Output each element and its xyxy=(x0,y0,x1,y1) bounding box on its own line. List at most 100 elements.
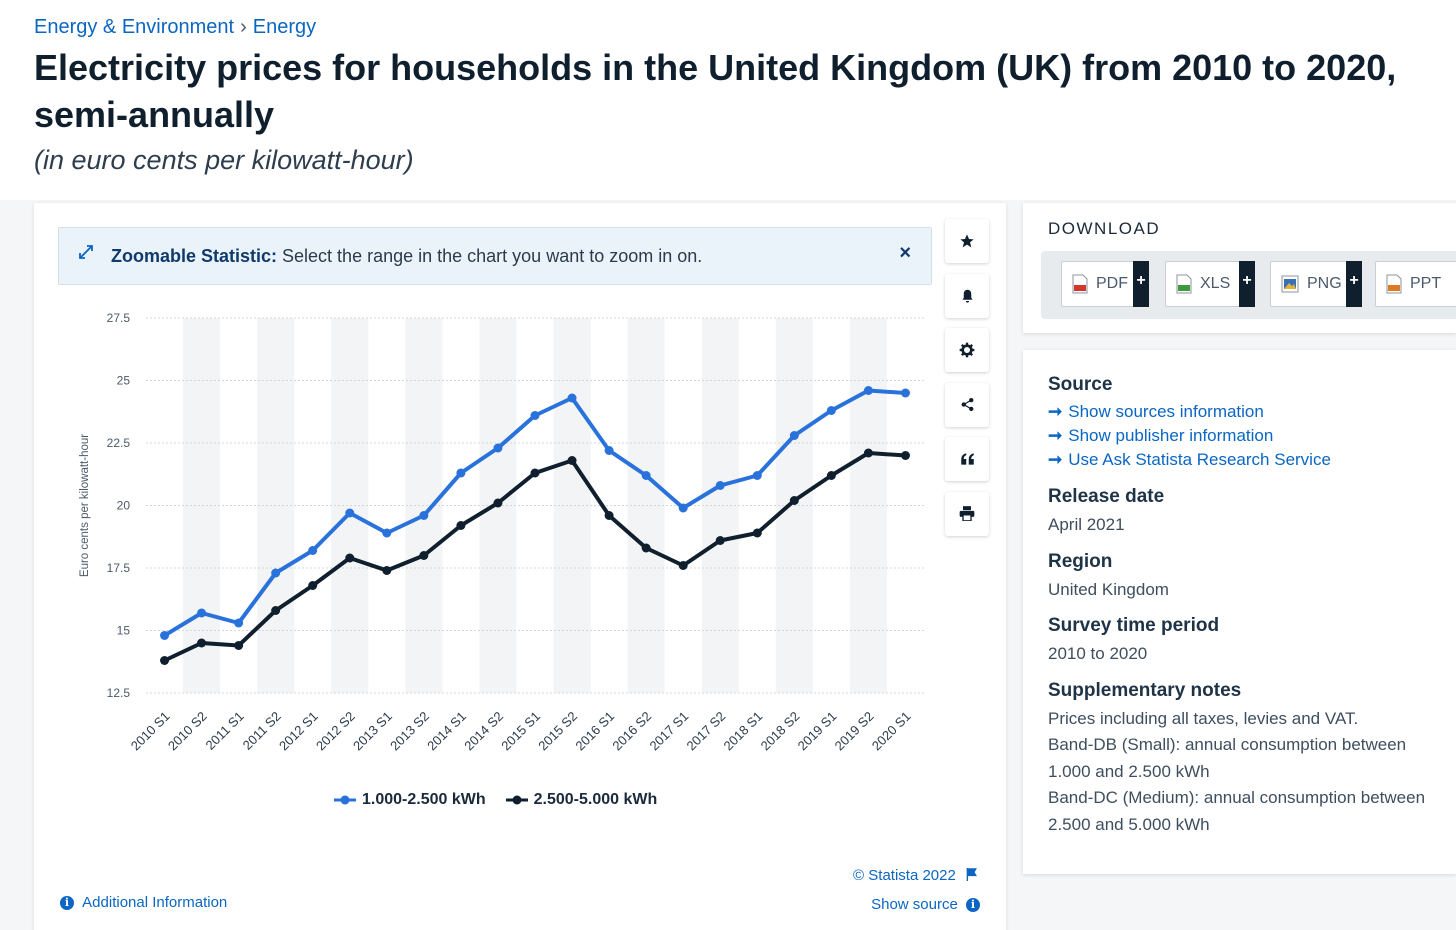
show-publisher-link[interactable]: ➞ Show publisher information xyxy=(1048,426,1448,446)
favorite-button[interactable] xyxy=(945,219,989,263)
data-point-series-1[interactable] xyxy=(567,393,577,403)
data-point-series-1[interactable] xyxy=(826,406,836,415)
flag-icon xyxy=(966,868,977,881)
data-point-series-1[interactable] xyxy=(197,608,207,618)
data-point-series-2[interactable] xyxy=(826,471,836,480)
share-button[interactable] xyxy=(945,382,989,427)
ask-statista-label: Use Ask Statista Research Service xyxy=(1068,450,1331,469)
x-tick-label: 2010 S2 xyxy=(165,709,210,754)
x-tick-label: 2011 S2 xyxy=(240,709,284,753)
show-sources-link[interactable]: ➞ Show sources information xyxy=(1048,402,1448,422)
data-point-series-1[interactable] xyxy=(308,546,318,555)
download-png-button[interactable]: PNG + xyxy=(1270,261,1362,307)
data-point-series-2[interactable] xyxy=(715,536,725,545)
data-point-series-1[interactable] xyxy=(160,631,170,640)
data-point-series-2[interactable] xyxy=(160,656,170,665)
download-tray: PDF + XLS + PNG + PPT xyxy=(1041,251,1456,319)
y-tick-label: 27.5 xyxy=(107,311,131,325)
data-point-series-2[interactable] xyxy=(419,551,429,560)
data-point-series-2[interactable] xyxy=(863,448,873,458)
breadcrumb-energy-environment[interactable]: Energy & Environment xyxy=(34,16,235,38)
supplementary-note: Prices including all taxes, levies and V… xyxy=(1048,708,1359,728)
data-point-series-1[interactable] xyxy=(345,508,355,518)
data-point-series-1[interactable] xyxy=(678,503,688,513)
zoom-banner-text: Zoomable Statistic: Select the range in … xyxy=(111,246,702,267)
data-point-series-1[interactable] xyxy=(789,431,799,440)
download-xls-button[interactable]: XLS + xyxy=(1165,261,1255,307)
data-point-series-2[interactable] xyxy=(604,511,614,520)
data-point-series-2[interactable] xyxy=(530,468,540,478)
data-point-series-1[interactable] xyxy=(752,471,762,480)
line-chart[interactable]: 12.5 15 17.5 20 22.5 25 27.5 Euro cents per kil… xyxy=(34,293,934,778)
x-tick-label: 2013 S2 xyxy=(387,709,432,754)
show-source-link[interactable]: Show source i xyxy=(871,896,980,913)
ask-statista-link[interactable]: ➞ Use Ask Statista Research Service xyxy=(1048,450,1448,470)
x-tick-label: 2015 S1 xyxy=(498,709,543,754)
data-point-series-1[interactable] xyxy=(863,386,873,395)
data-point-series-2[interactable] xyxy=(567,456,577,465)
share-icon xyxy=(961,397,973,412)
column-band xyxy=(849,318,887,693)
data-point-series-2[interactable] xyxy=(678,561,688,570)
data-point-series-1[interactable] xyxy=(234,618,244,628)
data-point-series-1[interactable] xyxy=(456,468,466,478)
region-heading: Region xyxy=(1048,550,1113,572)
data-point-series-1[interactable] xyxy=(715,481,725,490)
xls-file-icon xyxy=(1176,274,1192,294)
y-tick-label: 15 xyxy=(117,624,131,638)
copyright-notice[interactable]: © Statista 2022 xyxy=(853,867,978,884)
data-point-series-2[interactable] xyxy=(900,451,910,460)
data-point-series-2[interactable] xyxy=(197,638,207,648)
data-point-series-2[interactable] xyxy=(493,498,503,508)
data-point-series-2[interactable] xyxy=(345,553,355,563)
data-point-series-2[interactable] xyxy=(641,543,651,553)
data-point-series-1[interactable] xyxy=(493,443,503,453)
data-point-series-2[interactable] xyxy=(382,566,392,575)
arrow-right-icon: ➞ xyxy=(1048,450,1063,469)
data-point-series-1[interactable] xyxy=(604,446,614,455)
x-tick-label: 2017 S1 xyxy=(646,709,691,754)
data-point-series-1[interactable] xyxy=(900,388,910,398)
data-point-series-1[interactable] xyxy=(271,568,281,578)
header-area: Energy & Environment › Energy Electricity … xyxy=(0,0,1456,200)
show-source-label: Show source xyxy=(871,896,958,913)
arrow-right-icon: ➞ xyxy=(1048,402,1063,421)
legend-label-series-2: 2.500-5.000 kWh xyxy=(533,791,658,808)
data-point-series-2[interactable] xyxy=(789,496,799,505)
data-point-series-2[interactable] xyxy=(456,521,466,530)
legend-item-series-2[interactable]: 2.500-5.000 kWh xyxy=(505,791,658,809)
data-point-series-1[interactable] xyxy=(530,411,540,420)
legend-item-series-1[interactable]: 1.000-2.500 kWh xyxy=(334,791,486,809)
data-point-series-1[interactable] xyxy=(382,528,392,538)
zoom-banner-message: Select the range in the chart you want t… xyxy=(277,246,703,266)
copyright-text: © Statista 2022 xyxy=(853,867,956,884)
print-button[interactable] xyxy=(945,491,989,536)
download-ppt-button[interactable]: PPT xyxy=(1375,261,1456,307)
breadcrumb-energy[interactable]: Energy xyxy=(252,16,317,38)
data-point-series-2[interactable] xyxy=(308,581,318,590)
x-tick-label: 2016 S1 xyxy=(572,709,617,754)
x-tick-label: 2018 S1 xyxy=(721,709,766,754)
y-axis-title: Euro cents per kilowatt-hour xyxy=(79,434,91,577)
data-point-series-1[interactable] xyxy=(419,511,429,520)
notify-button[interactable] xyxy=(945,273,989,318)
data-point-series-2[interactable] xyxy=(271,606,281,615)
supplementary-note: Band-DC (Medium): annual consumption bet… xyxy=(1048,788,1426,834)
download-pdf-button[interactable]: PDF + xyxy=(1061,261,1149,307)
download-png-plus: + xyxy=(1346,261,1362,307)
cite-button[interactable] xyxy=(945,437,989,481)
data-point-series-2[interactable] xyxy=(234,641,244,650)
x-tick-label: 2019 S2 xyxy=(832,709,877,754)
data-point-series-2[interactable] xyxy=(752,528,762,538)
ppt-file-icon xyxy=(1386,274,1402,294)
download-title: DOWNLOAD xyxy=(1048,219,1161,238)
source-heading: Source xyxy=(1048,374,1113,395)
settings-button[interactable] xyxy=(945,328,989,372)
zoom-banner-close-button[interactable]: × xyxy=(899,242,911,264)
y-tick-label: 17.5 xyxy=(107,561,131,575)
show-publisher-label: Show publisher information xyxy=(1068,426,1274,445)
arrow-right-icon: ➞ xyxy=(1048,426,1063,445)
data-point-series-1[interactable] xyxy=(641,471,651,480)
release-date-heading: Release date xyxy=(1048,486,1165,507)
additional-information-link[interactable]: i Additional Information xyxy=(60,894,227,911)
